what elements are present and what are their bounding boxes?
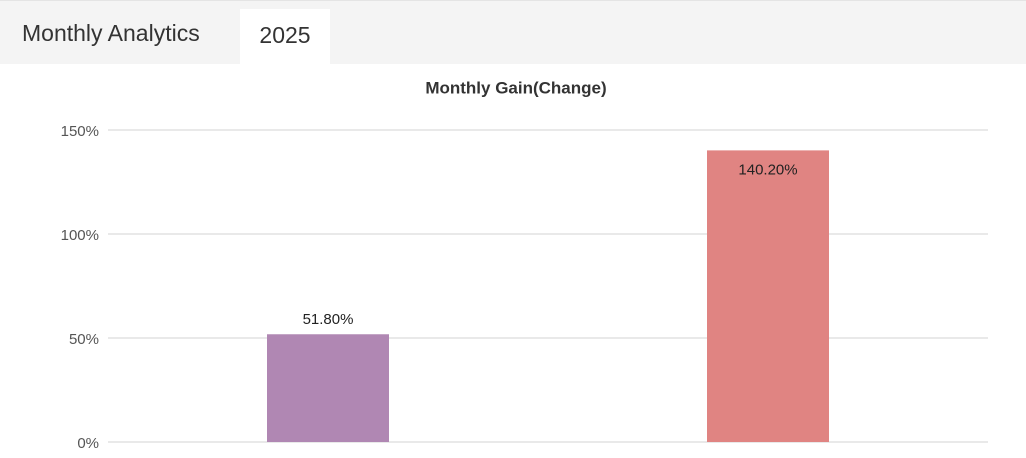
year-tab[interactable]: 2025 xyxy=(240,9,330,65)
value-label: 140.20% xyxy=(738,161,797,178)
chart: Monthly Gain(Change) 0% 50% 100% 150% 51.80%… xyxy=(61,78,988,452)
y-tick-label: 100% xyxy=(61,227,99,244)
bar xyxy=(707,150,829,442)
header-title: Monthly Analytics xyxy=(22,20,200,46)
chart-title: Monthly Gain(Change) xyxy=(425,78,606,97)
bar xyxy=(267,334,389,442)
value-label: 51.80% xyxy=(303,311,354,328)
y-tick-label: 0% xyxy=(77,435,99,452)
y-tick-label: 150% xyxy=(61,123,99,140)
y-tick-label: 50% xyxy=(69,331,99,348)
header: Monthly Analytics 2025 xyxy=(0,0,1026,65)
